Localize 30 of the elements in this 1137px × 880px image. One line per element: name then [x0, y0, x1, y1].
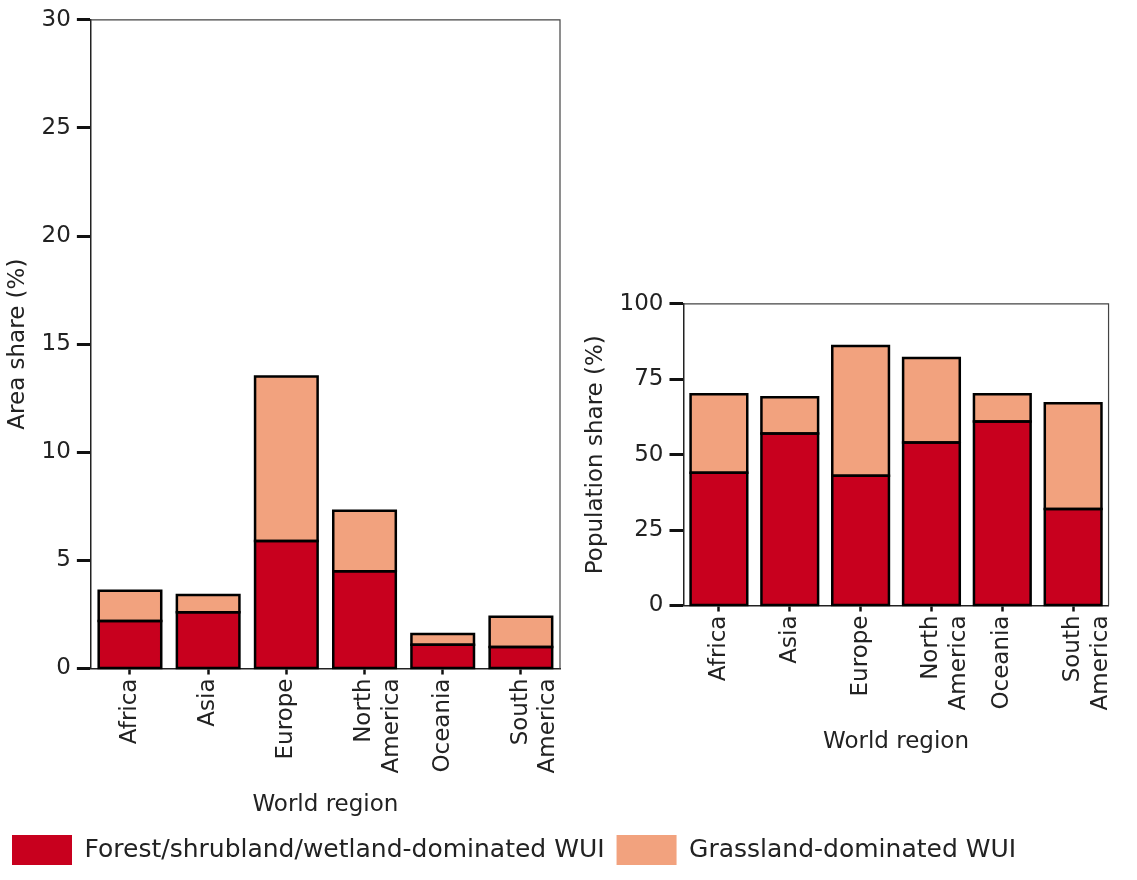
legend-label: Grassland-dominated WUI: [689, 833, 1017, 863]
x-tick-label: South America: [1058, 615, 1112, 711]
y-tick-label: 100: [619, 288, 664, 315]
x-tick-label: Africa: [114, 678, 141, 745]
y-tick-label: 10: [41, 437, 71, 464]
y-tick-label: 25: [634, 515, 664, 542]
x-axis-title: World region: [823, 727, 970, 754]
x-tick-label: Africa: [703, 615, 730, 682]
y-tick-label: 5: [56, 545, 71, 572]
y-tick-label: 75: [634, 364, 664, 391]
x-tick-label: Asia: [193, 678, 220, 727]
y-tick-label: 25: [41, 112, 71, 139]
x-tick-label: Europe: [845, 615, 872, 697]
y-tick-label: 50: [634, 439, 664, 466]
x-tick-label: Oceania: [427, 678, 454, 773]
x-axis-title: World region: [252, 790, 399, 817]
x-tick-label: Asia: [774, 615, 801, 664]
y-tick-label: 30: [41, 4, 71, 31]
y-axis-title: Population share (%): [580, 335, 607, 575]
x-tick-label: Europe: [271, 678, 298, 760]
x-tick-label: North America: [916, 615, 971, 711]
y-tick-label: 20: [41, 221, 71, 248]
x-tick-label: Oceania: [987, 615, 1014, 710]
y-tick-label: 0: [56, 653, 71, 680]
x-tick-label: South America: [505, 678, 560, 774]
x-tick-label: North America: [349, 678, 404, 774]
y-tick-label: 0: [648, 590, 664, 617]
y-axis-title: Area share (%): [2, 258, 29, 430]
y-tick-label: 15: [41, 329, 71, 356]
legend-label: Forest/shrubland/wetland-dominated WUI: [84, 833, 605, 863]
